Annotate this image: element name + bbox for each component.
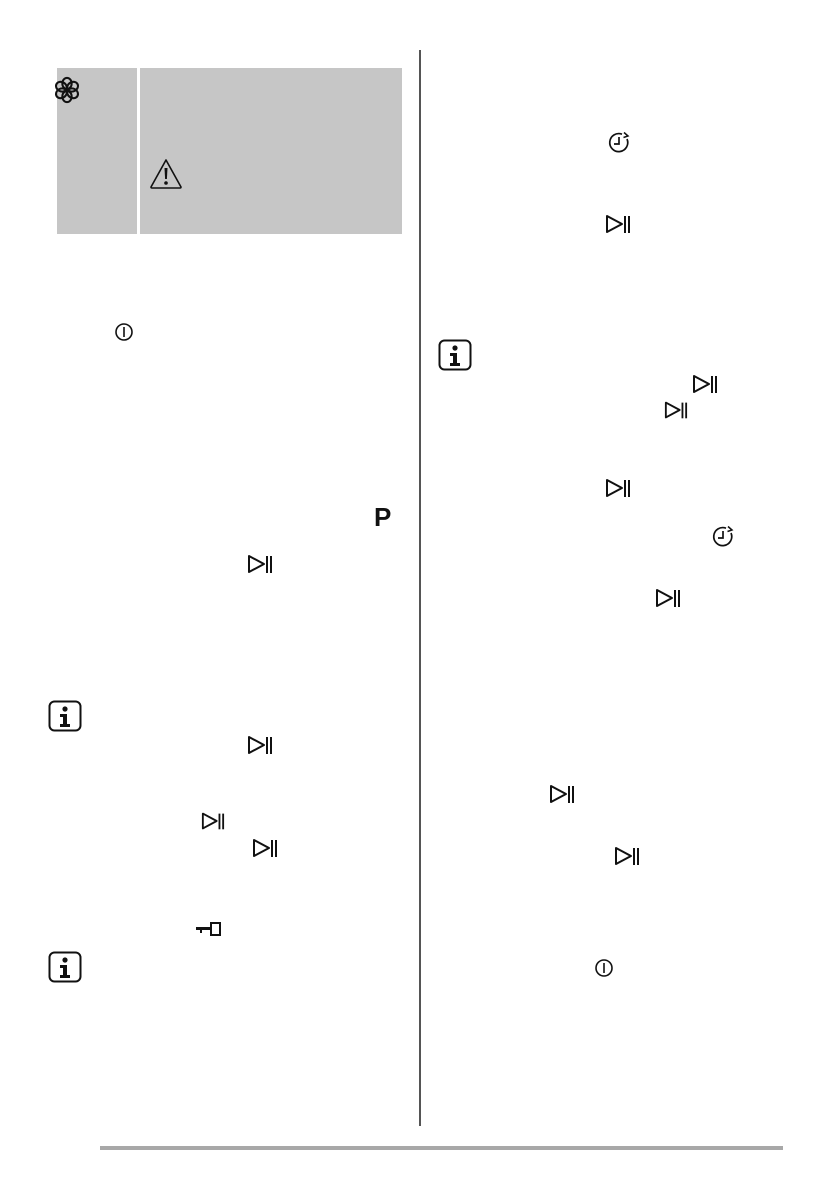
start-pause-icon: [247, 735, 273, 755]
start-pause-icon: [247, 554, 273, 574]
start-pause-icon: [252, 838, 278, 858]
start-pause-icon: [614, 846, 640, 866]
note-box-divider: [137, 68, 140, 234]
warning-icon: [149, 158, 183, 190]
power-icon: [114, 322, 134, 342]
delay-timer-icon: [712, 525, 736, 549]
power-icon: [594, 958, 614, 978]
program-symbol: P: [374, 502, 392, 532]
start-pause-icon: [655, 588, 681, 608]
start-pause-icon: [605, 214, 631, 234]
info-icon: [48, 951, 82, 983]
note-box: [57, 68, 402, 234]
start-pause-icon: [201, 811, 225, 831]
start-pause-icon: [664, 400, 688, 420]
start-pause-icon: [549, 784, 575, 804]
key-icon: [196, 922, 224, 936]
delay-timer-icon: [608, 131, 632, 155]
info-icon: [438, 339, 472, 371]
footer-rule: [100, 1146, 783, 1150]
start-pause-icon: [692, 374, 718, 394]
start-pause-icon: [605, 478, 631, 498]
flower-icon: [53, 76, 81, 104]
info-icon: [48, 700, 82, 732]
column-divider: [419, 50, 421, 1126]
